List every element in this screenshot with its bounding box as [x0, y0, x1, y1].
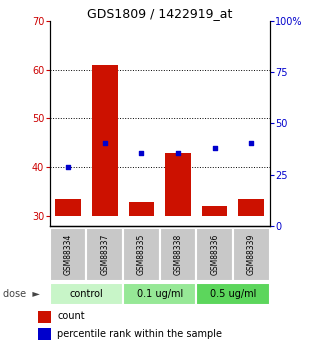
Bar [39, 328, 51, 340]
Text: control: control [70, 289, 103, 299]
Text: 0.1 ug/ml: 0.1 ug/ml [136, 289, 183, 299]
Text: GSM88339: GSM88339 [247, 234, 256, 275]
Text: GSM88338: GSM88338 [174, 234, 183, 275]
Point [139, 150, 144, 155]
Bar [86, 228, 123, 281]
Text: GSM88335: GSM88335 [137, 234, 146, 275]
Bar [50, 228, 86, 281]
Bar [160, 228, 196, 281]
Bar [233, 228, 270, 281]
Bar [239, 199, 264, 216]
Bar [92, 65, 117, 216]
Bar [196, 228, 233, 281]
Bar [202, 206, 228, 216]
Text: dose  ►: dose ► [3, 289, 40, 299]
Point [249, 140, 254, 146]
Text: 0.5 ug/ml: 0.5 ug/ml [210, 289, 256, 299]
Bar [123, 228, 160, 281]
Text: percentile rank within the sample: percentile rank within the sample [57, 329, 222, 339]
Bar [165, 152, 191, 216]
Bar [196, 283, 270, 305]
Bar [55, 199, 81, 216]
Text: count: count [57, 312, 85, 321]
Point [212, 145, 217, 150]
Text: GSM88334: GSM88334 [64, 234, 73, 275]
Bar [123, 283, 196, 305]
Point [65, 165, 71, 170]
Title: GDS1809 / 1422919_at: GDS1809 / 1422919_at [87, 7, 232, 20]
Bar [128, 201, 154, 216]
Point [176, 150, 181, 155]
Point [102, 140, 107, 146]
Text: GSM88336: GSM88336 [210, 234, 219, 275]
Text: GSM88337: GSM88337 [100, 234, 109, 275]
Bar [50, 283, 123, 305]
Bar [39, 310, 51, 323]
